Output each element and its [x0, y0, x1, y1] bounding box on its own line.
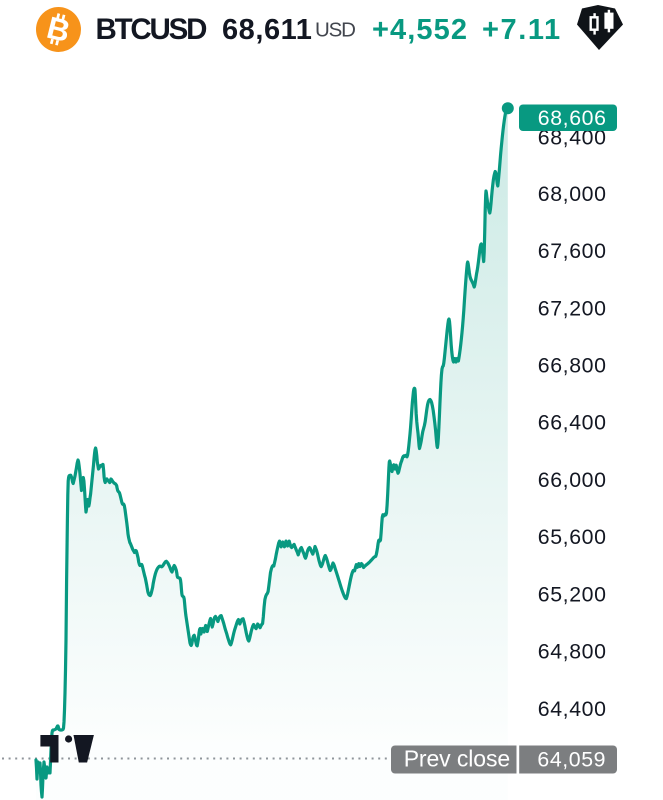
- svg-text:67,600: 67,600: [538, 239, 607, 263]
- svg-text:64,800: 64,800: [538, 640, 607, 664]
- svg-text:64,400: 64,400: [538, 697, 607, 721]
- svg-text:64,059: 64,059: [537, 748, 606, 772]
- svg-text:68,000: 68,000: [538, 182, 607, 206]
- svg-text:68,606: 68,606: [538, 106, 607, 130]
- svg-text:67,200: 67,200: [538, 296, 607, 320]
- svg-text:Prev close: Prev close: [404, 746, 510, 772]
- svg-text:+4,552: +4,552: [372, 14, 468, 46]
- svg-text:66,000: 66,000: [538, 468, 607, 492]
- svg-text:68,611: 68,611: [222, 14, 312, 46]
- svg-text:66,400: 66,400: [538, 411, 607, 435]
- svg-text:BTCUSD: BTCUSD: [96, 13, 208, 46]
- svg-text:65,600: 65,600: [538, 525, 607, 549]
- svg-text:USD: USD: [315, 19, 355, 42]
- svg-text:66,800: 66,800: [538, 354, 607, 378]
- svg-text:+7.11: +7.11: [482, 14, 562, 46]
- svg-text:65,200: 65,200: [538, 583, 607, 607]
